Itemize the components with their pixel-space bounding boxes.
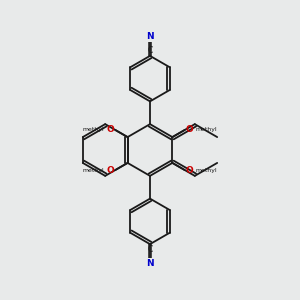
Text: N: N (146, 32, 154, 41)
Text: C: C (147, 245, 153, 254)
Text: O: O (186, 125, 194, 134)
Text: O: O (106, 125, 114, 134)
Text: methyl: methyl (196, 127, 217, 132)
Text: methyl: methyl (83, 127, 104, 132)
Text: O: O (106, 166, 114, 175)
Text: N: N (146, 259, 154, 268)
Text: methyl: methyl (83, 168, 104, 173)
Text: methyl: methyl (196, 168, 217, 173)
Text: C: C (147, 46, 153, 55)
Text: O: O (186, 166, 194, 175)
